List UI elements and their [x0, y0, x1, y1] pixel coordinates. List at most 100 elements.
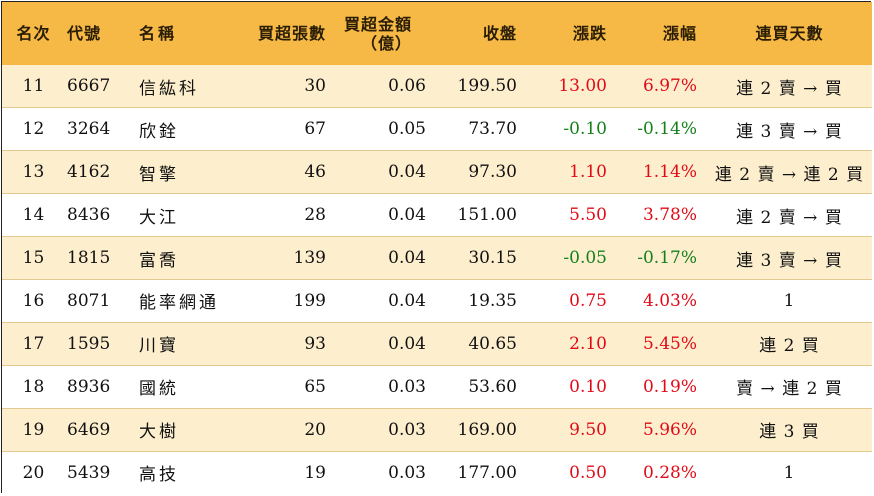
table-row: 12 3264 欣銓 67 0.05 73.70 -0.10 -0.14% 連 …	[2, 107, 872, 151]
cell-code: 8436	[65, 193, 133, 237]
table-row: 17 1595 川寶 93 0.04 40.65 2.10 5.45% 連 2 …	[2, 321, 872, 366]
cell-rank: 17	[2, 321, 65, 366]
cell-net-buy-lots: 46	[229, 150, 336, 194]
header-consecutive-days: 連買天數	[755, 24, 824, 43]
cell-code: 1815	[65, 236, 133, 280]
table-row: 15 1815 富喬 139 0.04 30.15 -0.05 -0.17% 連…	[2, 236, 872, 280]
cell-consecutive-days: 連 2 買	[707, 321, 872, 366]
table-row: 16 8071 能率網通 199 0.04 19.35 0.75 4.03% 1	[2, 278, 872, 323]
cell-rank: 15	[2, 236, 65, 280]
cell-code: 8936	[65, 364, 133, 409]
cell-net-buy-amount: 0.04	[336, 236, 436, 280]
cell-name: 大樹	[133, 407, 229, 452]
cell-name: 大江	[133, 193, 229, 237]
cell-net-buy-amount: 0.06	[388, 76, 426, 97]
cell-name: 能率網通	[133, 278, 229, 323]
header-code: 代號	[67, 24, 102, 43]
cell-change: 5.50	[527, 193, 617, 237]
cell-close: 151.00	[436, 193, 527, 237]
cell-change: 13.00	[558, 76, 607, 97]
cell-rank: 18	[2, 364, 65, 409]
cell-change: 9.50	[527, 407, 617, 452]
cell-change: -0.10	[527, 107, 617, 151]
cell-change-pct: 3.78%	[617, 193, 707, 237]
cell-change: 0.50	[527, 450, 617, 494]
cell-consecutive-days: 1	[707, 278, 872, 323]
cell-close: 73.70	[436, 107, 527, 151]
header-change-pct: 漲幅	[662, 24, 697, 43]
cell-change-pct: 6.97%	[642, 76, 697, 97]
cell-name: 國統	[133, 364, 229, 409]
cell-net-buy-lots: 199	[229, 278, 336, 323]
cell-change-pct: 0.28%	[617, 450, 707, 494]
cell-code: 6469	[65, 407, 133, 452]
cell-name: 川寶	[133, 321, 229, 366]
table-body: 11 6667 信紘科 30 0.06 199.50 13.00 6.97% 連…	[2, 65, 872, 494]
header-net-buy-amount-line2: （億）	[360, 33, 412, 53]
header-name: 名稱	[139, 24, 178, 43]
cell-close: 19.35	[436, 278, 527, 323]
cell-rank: 13	[2, 150, 65, 194]
cell-code: 4162	[65, 150, 133, 194]
cell-name: 欣銓	[133, 107, 229, 151]
cell-close: 97.30	[436, 150, 527, 194]
cell-change: 0.10	[527, 364, 617, 409]
cell-change-pct: 1.14%	[617, 150, 707, 194]
cell-consecutive-days: 連 2 賣 → 買	[736, 78, 843, 99]
cell-net-buy-amount: 0.03	[336, 450, 436, 494]
cell-net-buy-lots: 139	[229, 236, 336, 280]
cell-close: 53.60	[436, 364, 527, 409]
header-net-buy-lots: 買超張數	[257, 24, 326, 43]
cell-code: 3264	[65, 107, 133, 151]
cell-change: -0.05	[527, 236, 617, 280]
header-net-buy-amount: 買超金額 （億）	[336, 2, 436, 65]
cell-name: 信紘科	[139, 78, 199, 99]
cell-net-buy-amount: 0.03	[336, 407, 436, 452]
header-net-buy-amount-line1: 買超金額	[343, 14, 412, 34]
header-change: 漲跌	[572, 24, 607, 43]
cell-rank: 14	[2, 193, 65, 237]
cell-net-buy-lots: 65	[229, 364, 336, 409]
cell-consecutive-days: 連 3 賣 → 買	[707, 236, 872, 280]
cell-close: 199.50	[457, 76, 517, 97]
table-row: 18 8936 國統 65 0.03 53.60 0.10 0.19% 賣 → …	[2, 364, 872, 409]
cell-code: 1595	[65, 321, 133, 366]
cell-change-pct: -0.17%	[617, 236, 707, 280]
cell-close: 177.00	[436, 450, 527, 494]
cell-net-buy-lots: 93	[229, 321, 336, 366]
cell-net-buy-amount: 0.03	[336, 364, 436, 409]
cell-code: 8071	[65, 278, 133, 323]
cell-net-buy-amount: 0.04	[336, 321, 436, 366]
cell-change-pct: -0.14%	[617, 107, 707, 151]
cell-close: 169.00	[436, 407, 527, 452]
cell-consecutive-days: 1	[707, 450, 872, 494]
cell-net-buy-amount: 0.04	[336, 193, 436, 237]
table-row: 14 8436 大江 28 0.04 151.00 5.50 3.78% 連 2…	[2, 193, 872, 237]
table-header-row: 名次 代號 名稱 買超張數 買超金額 （億） 收盤 漲跌 漲幅 連買天數	[2, 2, 872, 65]
cell-rank: 12	[2, 107, 65, 151]
cell-net-buy-amount: 0.05	[336, 107, 436, 151]
table-row: 20 5439 高技 19 0.03 177.00 0.50 0.28% 1	[2, 450, 872, 494]
cell-change-pct: 4.03%	[617, 278, 707, 323]
cell-net-buy-lots: 67	[229, 107, 336, 151]
cell-name: 高技	[133, 450, 229, 494]
cell-rank: 19	[2, 407, 65, 452]
header-rank: 名次	[16, 24, 51, 43]
cell-consecutive-days: 連 2 賣 → 買	[707, 193, 872, 237]
header-close: 收盤	[482, 24, 517, 43]
table-row: 11 6667 信紘科 30 0.06 199.50 13.00 6.97% 連…	[2, 65, 872, 108]
cell-name: 智擎	[133, 150, 229, 194]
cell-net-buy-amount: 0.04	[336, 150, 436, 194]
cell-change-pct: 5.45%	[617, 321, 707, 366]
cell-consecutive-days: 連 3 買	[707, 407, 872, 452]
cell-close: 30.15	[436, 236, 527, 280]
cell-consecutive-days: 連 2 賣 → 連 2 買	[707, 150, 872, 194]
cell-change: 2.10	[527, 321, 617, 366]
cell-net-buy-lots: 19	[229, 450, 336, 494]
cell-net-buy-lots: 30	[304, 76, 326, 97]
cell-consecutive-days: 連 3 賣 → 買	[707, 107, 872, 151]
cell-code: 6667	[67, 76, 111, 97]
cell-net-buy-lots: 28	[229, 193, 336, 237]
